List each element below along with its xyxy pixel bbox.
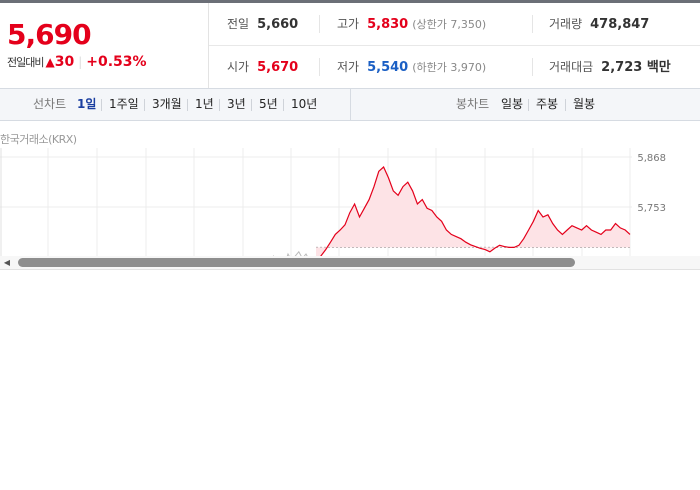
change-percent: +0.53% [86,54,147,70]
price-line [320,166,631,256]
low-label: 저가 [337,60,360,74]
price-change-row: 전일대비 ▲30 | +0.53% [7,54,147,70]
quote-row-1: 전일 5,660 고가 5,830 (상한가 7,350) 거래량 478,847 [209,3,700,46]
change-amount: 30 [54,54,75,70]
scroll-left-icon[interactable]: ◀ [3,258,11,267]
top-border [0,0,700,3]
data-source-label: 한국거래소(KRX) [0,133,77,146]
chart-period-toolbar: 선차트 1일 1주일 3개월 1년 3년 5년 10년 봉차트 일봉 주봉 월봉 [0,88,700,121]
chart-scrollbar[interactable]: ◀ [0,256,700,270]
lower-limit: (하한가 3,970) [412,61,487,74]
candle-button-monthly[interactable]: 월봉 [573,97,596,111]
scrollbar-thumb[interactable] [18,258,575,267]
column-divider [532,15,533,33]
column-divider [319,58,320,76]
candle-button-daily[interactable]: 일봉 [501,97,524,111]
toolbar-divider [187,99,188,111]
trade-amount-value: 2,723 백만 [601,60,671,75]
y-tick-label: 5,868 [637,153,666,164]
y-tick-label: 5,753 [637,203,666,214]
price-area-fill [316,167,630,256]
toolbar-divider [565,99,566,111]
high-label: 고가 [337,17,360,31]
toolbar-divider [528,99,529,111]
open-value: 5,670 [257,60,299,75]
volume-label: 거래량 [549,17,583,31]
toolbar-divider [101,99,102,111]
toolbar-divider [251,99,252,111]
column-divider [319,15,320,33]
volume-cell: 거래량 478,847 [549,3,649,45]
period-button-5y[interactable]: 5년 [259,97,278,111]
period-button-3y[interactable]: 3년 [227,97,246,111]
high-value: 5,830 [367,17,409,32]
line-chart-label: 선차트 [33,97,67,111]
toolbar-divider [283,99,284,111]
prev-close-value: 5,660 [257,17,299,32]
toolbar-divider [219,99,220,111]
low-cell: 저가 5,540 (하한가 3,970) [337,46,486,88]
prev-close-label: 전일 [227,17,250,31]
column-divider [532,58,533,76]
open-label: 시가 [227,60,250,74]
current-price: 5,690 [7,18,92,51]
toolbar-divider [144,99,145,111]
trade-amount-label: 거래대금 [549,60,594,74]
low-value: 5,540 [367,60,409,75]
period-button-3m[interactable]: 3개월 [152,97,182,111]
prev-close-cell: 전일 5,660 [227,3,298,45]
price-summary: 5,690 전일대비 ▲30 | +0.53% [0,3,209,88]
candle-chart-label: 봉차트 [456,97,490,111]
up-arrow-icon: ▲ [45,55,55,69]
upper-limit: (상한가 7,350) [412,18,487,31]
quote-row-2: 시가 5,670 저가 5,540 (하한가 3,970) 거래대금 2,723 백만 [209,46,700,88]
premarket-line [273,250,308,256]
candle-button-weekly[interactable]: 주봉 [536,97,559,111]
quote-info-table: 전일 5,660 고가 5,830 (상한가 7,350) 거래량 478,847 시가… [209,3,700,88]
intraday-price-chart: 5,868 5,753 [0,148,700,256]
change-label: 전일대비 [7,56,44,69]
line-chart-periods: 선차트 1일 1주일 3개월 1년 3년 5년 10년 [0,89,351,120]
trade-amount-cell: 거래대금 2,723 백만 [549,46,671,88]
period-button-1d[interactable]: 1일 [77,97,97,111]
high-cell: 고가 5,830 (상한가 7,350) [337,3,486,45]
period-button-1w[interactable]: 1주일 [109,97,139,111]
period-button-10y[interactable]: 10년 [291,97,318,111]
price-chart-svg: 5,868 5,753 [0,148,666,256]
volume-value: 478,847 [590,17,650,32]
change-divider: | [78,55,83,69]
period-button-1y[interactable]: 1년 [195,97,214,111]
open-cell: 시가 5,670 [227,46,298,88]
